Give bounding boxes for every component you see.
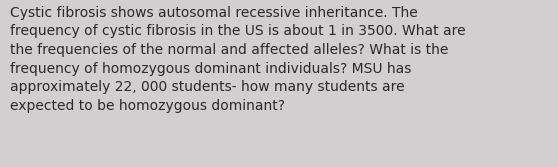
Text: Cystic fibrosis shows autosomal recessive inheritance. The
frequency of cystic f: Cystic fibrosis shows autosomal recessiv… [10, 6, 466, 113]
